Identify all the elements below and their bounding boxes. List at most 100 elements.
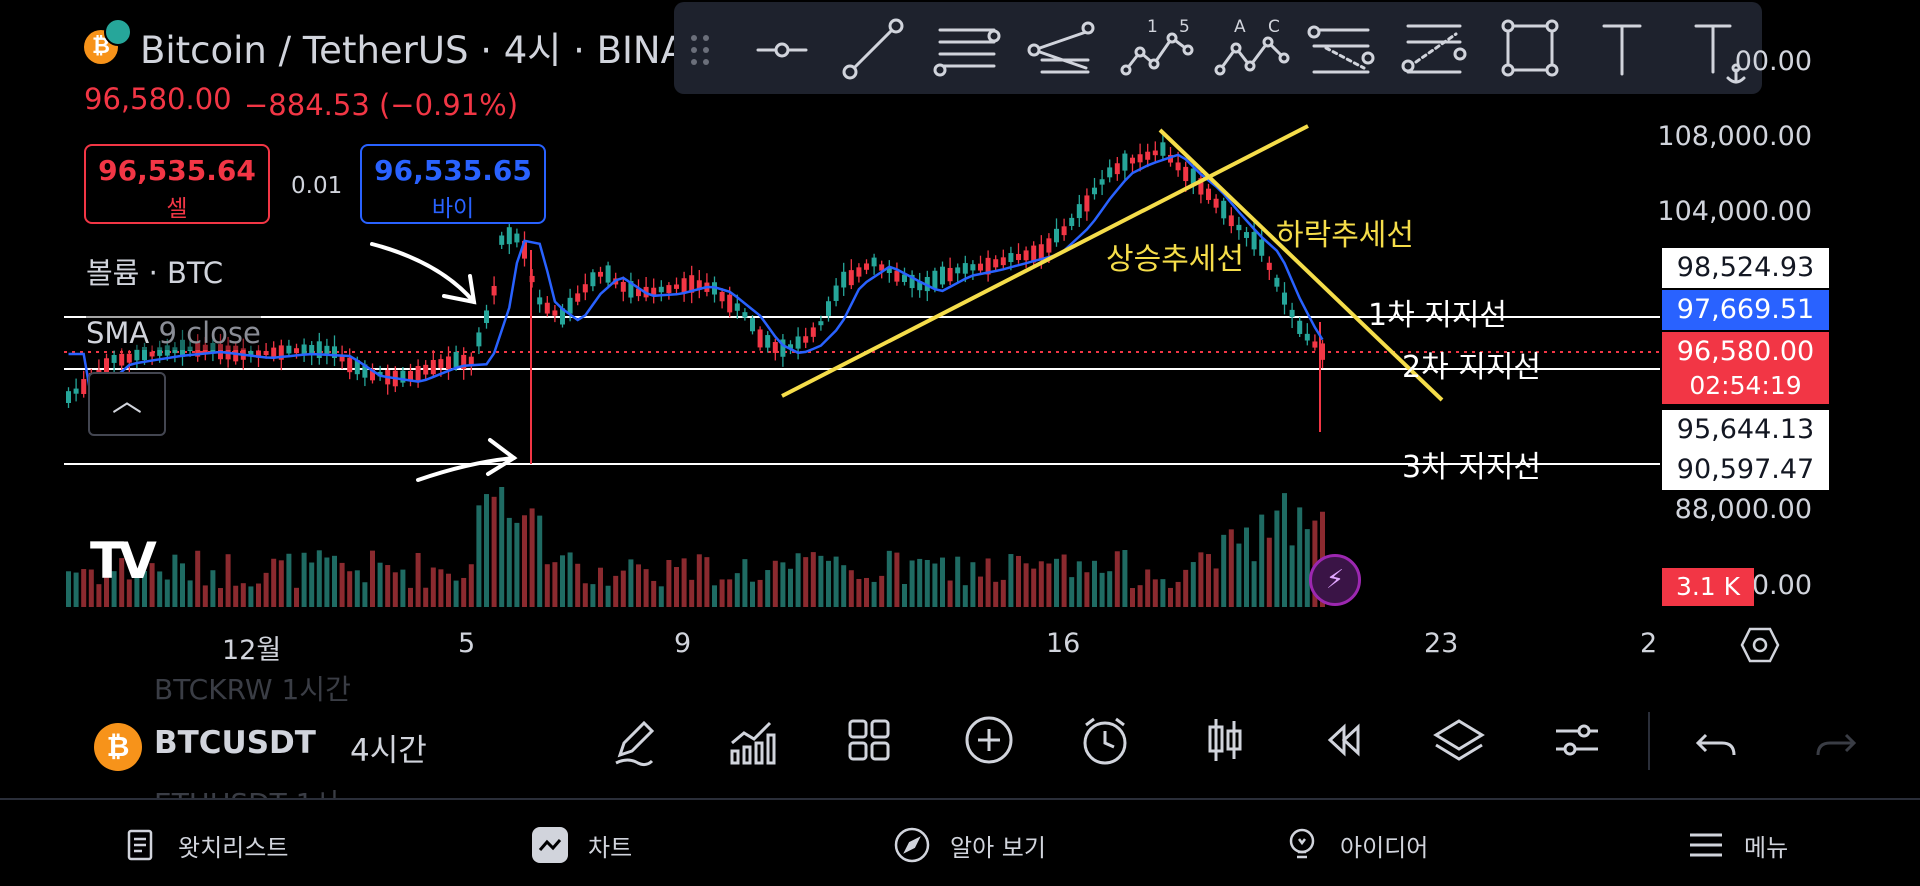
volume-bar (1046, 563, 1052, 607)
candle-body (658, 286, 664, 293)
candle-body (970, 264, 976, 271)
nav-ideas[interactable]: 아이디어 (1282, 820, 1428, 870)
symbol-title[interactable]: Bitcoin / TetherUS · 4시 · BINAN (140, 29, 714, 72)
drawing-pen-icon[interactable] (598, 705, 668, 775)
candle-body (567, 297, 573, 314)
volume-bar (788, 568, 793, 607)
nav-explore[interactable]: 알아 보기 (892, 820, 1046, 870)
collapse-legend-button[interactable]: ︿ (88, 372, 166, 436)
candle-body (1061, 226, 1067, 236)
axis-label-88000: 88,000.00 (1674, 494, 1812, 525)
axis-label-108000: 108,000.00 (1657, 121, 1812, 152)
text-icon[interactable] (1602, 24, 1642, 76)
candle-body (1114, 163, 1120, 175)
volume-bar (772, 560, 778, 607)
wave-label-1: 1 (1147, 17, 1158, 37)
candle-body (734, 303, 740, 311)
volume-bar (263, 572, 269, 607)
candle-type-icon[interactable] (1190, 705, 1260, 775)
layout-grid-icon[interactable] (834, 705, 904, 775)
nav-chart[interactable]: 차트 (530, 820, 632, 870)
sell-button[interactable]: 96,535.64 셀 (84, 144, 270, 224)
volume-bar (339, 562, 345, 607)
volume-bar (294, 587, 299, 607)
candle-body (1122, 153, 1128, 171)
volume-bar (1198, 552, 1204, 607)
price-tag-low: 90,597.47 (1662, 450, 1829, 490)
toolbar-separator (1648, 712, 1650, 770)
candle-body (605, 265, 611, 283)
support-1-label: 1차 지지선 (1368, 298, 1508, 333)
candle-body (187, 346, 193, 351)
symbol-scroll-next[interactable]: ETHUSDT 1시 (154, 782, 339, 798)
volume-bar (1206, 554, 1211, 607)
rectangle-icon[interactable] (1501, 19, 1559, 77)
layers-icon[interactable] (1424, 705, 1494, 775)
replay-icon[interactable] (1308, 705, 1378, 775)
buy-button[interactable]: 96,535.65 바이 (360, 144, 546, 224)
anchored-text-icon[interactable] (1694, 24, 1746, 84)
volume-bar (506, 517, 512, 607)
candle-body (750, 318, 755, 332)
volume-bar (1099, 572, 1105, 607)
candle-body (978, 263, 983, 271)
lightbulb-icon (1289, 828, 1315, 859)
volume-bar (1266, 537, 1272, 607)
volume-bar (719, 579, 725, 607)
volume-bar (1092, 560, 1097, 607)
pitchfork-icon[interactable] (1027, 21, 1095, 74)
candle-body (765, 335, 771, 348)
volume-bar (164, 579, 170, 607)
alert-clock-icon[interactable] (1070, 705, 1140, 775)
volume-bar (1251, 561, 1257, 607)
candle-body (1137, 154, 1143, 163)
volume-bar (947, 580, 953, 607)
candle-body (1266, 262, 1272, 270)
interval-selector[interactable]: 4시간 (350, 733, 427, 769)
settings-sliders-icon[interactable] (1542, 705, 1612, 775)
volume-bar (187, 580, 193, 607)
nav-watchlist[interactable]: 왓치리스트 (120, 820, 288, 870)
abcd-pattern-icon[interactable] (1214, 36, 1290, 76)
volume-bar (826, 560, 831, 607)
chart-icon (532, 827, 568, 863)
fib-extension-icon[interactable] (1401, 24, 1467, 74)
volume-bar (1000, 579, 1006, 607)
symbol-selector[interactable]: BTCUSDT (154, 725, 316, 761)
candle-body (332, 346, 337, 358)
symbol-scroll-prev[interactable]: BTCKRW 1시간 (154, 673, 351, 706)
parallel-channel-icon[interactable] (933, 28, 1001, 77)
chart-settings-hex-icon[interactable] (1740, 625, 1780, 665)
volume-bar (522, 515, 527, 607)
grip-icon[interactable] (691, 35, 709, 65)
candle-body (294, 348, 299, 354)
candle-body (453, 351, 459, 368)
indicators-icon[interactable] (716, 705, 786, 775)
trend-lines (781, 124, 1444, 402)
volume-bar (636, 564, 641, 607)
horizontal-ray-icon[interactable] (756, 42, 808, 58)
volume-bar (278, 560, 284, 607)
candle-body (514, 233, 520, 243)
volume-bar (1175, 581, 1181, 607)
redo-icon[interactable] (1800, 705, 1860, 775)
price-tag-open: 95,644.13 (1662, 410, 1829, 450)
lightning-icon[interactable]: ⚡ (1309, 554, 1361, 606)
price-tag-high: 98,524.93 (1662, 248, 1829, 288)
sma-indicator-legend[interactable]: SMA 9 close (86, 316, 261, 350)
volume-bar (1213, 568, 1219, 607)
volume-indicator-legend[interactable]: 볼륨 · BTC (86, 256, 224, 290)
candle-body (339, 356, 345, 362)
fib-retracement-icon[interactable] (1307, 25, 1375, 74)
volume-bar (256, 583, 261, 607)
volume-bar (332, 555, 337, 607)
nav-menu[interactable]: 메뉴 (1686, 820, 1788, 870)
trend-line-icon[interactable] (842, 18, 904, 80)
elliott-wave-icon[interactable] (1120, 32, 1194, 76)
candle-body (278, 345, 284, 360)
add-circle-icon[interactable] (954, 705, 1024, 775)
undo-icon[interactable] (1682, 705, 1752, 775)
candle-body (468, 356, 474, 366)
candle-body (841, 271, 847, 288)
